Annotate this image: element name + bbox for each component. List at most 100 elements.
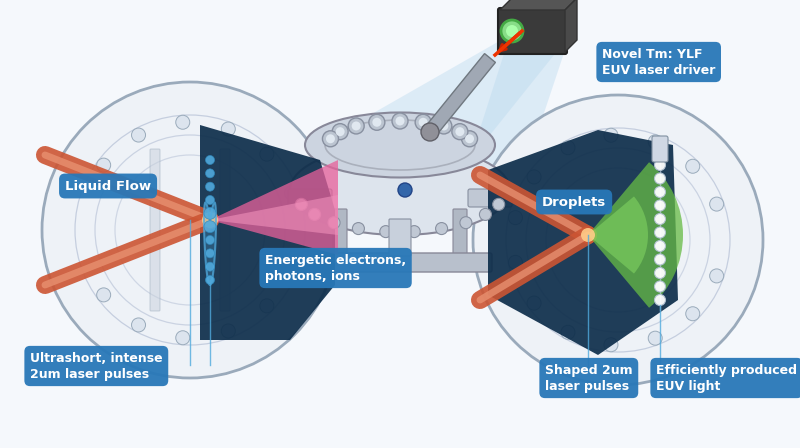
Circle shape — [352, 121, 361, 130]
Text: Energetic electrons,
photons, ions: Energetic electrons, photons, ions — [265, 254, 406, 283]
Circle shape — [372, 118, 382, 127]
Circle shape — [686, 307, 700, 321]
Circle shape — [527, 170, 541, 184]
Circle shape — [348, 118, 364, 134]
Circle shape — [439, 121, 448, 130]
FancyBboxPatch shape — [468, 189, 512, 207]
FancyBboxPatch shape — [498, 8, 567, 54]
Circle shape — [654, 294, 666, 306]
Circle shape — [392, 113, 408, 129]
Circle shape — [473, 95, 763, 385]
Polygon shape — [470, 35, 720, 355]
Circle shape — [206, 262, 214, 271]
Circle shape — [654, 159, 666, 171]
Circle shape — [353, 223, 365, 235]
Text: Ultrashort, intense
2um laser pulses: Ultrashort, intense 2um laser pulses — [30, 352, 162, 380]
Circle shape — [509, 255, 522, 269]
Polygon shape — [80, 35, 570, 350]
Wedge shape — [588, 196, 648, 274]
Circle shape — [295, 198, 307, 211]
Circle shape — [654, 267, 666, 279]
Circle shape — [509, 211, 522, 224]
Circle shape — [493, 198, 505, 211]
Circle shape — [206, 182, 214, 191]
Circle shape — [462, 131, 478, 147]
Circle shape — [97, 288, 110, 302]
FancyBboxPatch shape — [150, 149, 160, 311]
Circle shape — [506, 25, 518, 37]
FancyBboxPatch shape — [652, 136, 668, 162]
Circle shape — [654, 227, 666, 238]
Polygon shape — [488, 130, 678, 355]
Circle shape — [322, 131, 338, 147]
Circle shape — [710, 269, 724, 283]
Wedge shape — [588, 162, 683, 308]
FancyBboxPatch shape — [333, 209, 347, 266]
Circle shape — [260, 299, 274, 313]
Circle shape — [648, 331, 662, 345]
Circle shape — [222, 122, 235, 136]
Polygon shape — [565, 0, 577, 52]
Circle shape — [176, 331, 190, 345]
Circle shape — [222, 324, 235, 338]
Circle shape — [369, 114, 385, 130]
Circle shape — [206, 169, 214, 178]
Circle shape — [415, 114, 431, 130]
Circle shape — [131, 318, 146, 332]
Circle shape — [309, 208, 321, 220]
Ellipse shape — [290, 145, 510, 235]
Circle shape — [501, 20, 523, 42]
Circle shape — [654, 186, 666, 198]
Polygon shape — [210, 195, 338, 235]
Circle shape — [654, 173, 666, 184]
Circle shape — [604, 128, 618, 142]
Circle shape — [206, 236, 214, 245]
Bar — [425, 54, 495, 136]
Circle shape — [398, 183, 412, 197]
Circle shape — [654, 214, 666, 224]
Circle shape — [654, 200, 666, 211]
Circle shape — [710, 197, 724, 211]
Circle shape — [435, 223, 447, 235]
FancyBboxPatch shape — [288, 189, 332, 207]
Polygon shape — [210, 160, 338, 255]
Circle shape — [285, 186, 298, 200]
Circle shape — [460, 217, 472, 228]
Circle shape — [285, 260, 298, 274]
FancyBboxPatch shape — [453, 209, 467, 266]
Text: Liquid Flow: Liquid Flow — [65, 180, 151, 193]
Circle shape — [206, 276, 214, 284]
Polygon shape — [500, 0, 577, 10]
Circle shape — [206, 155, 214, 164]
Circle shape — [326, 134, 335, 143]
Circle shape — [561, 141, 575, 155]
Circle shape — [686, 159, 700, 173]
Circle shape — [204, 207, 216, 220]
Circle shape — [204, 221, 216, 233]
Polygon shape — [204, 202, 216, 285]
Circle shape — [336, 127, 345, 136]
Circle shape — [131, 128, 146, 142]
Circle shape — [176, 115, 190, 129]
Text: Droplets: Droplets — [542, 195, 606, 208]
Polygon shape — [200, 125, 335, 340]
Circle shape — [395, 116, 405, 125]
Circle shape — [527, 296, 541, 310]
Circle shape — [408, 226, 420, 237]
Circle shape — [436, 118, 452, 134]
Text: Shaped 2um
laser pulses: Shaped 2um laser pulses — [545, 363, 633, 392]
Circle shape — [648, 135, 662, 149]
FancyBboxPatch shape — [220, 149, 230, 311]
Circle shape — [421, 123, 439, 141]
Circle shape — [380, 226, 392, 237]
Circle shape — [206, 249, 214, 258]
Circle shape — [654, 254, 666, 265]
Circle shape — [260, 147, 274, 161]
Circle shape — [654, 241, 666, 251]
Circle shape — [332, 124, 348, 140]
Circle shape — [418, 118, 428, 127]
Circle shape — [561, 325, 575, 339]
Circle shape — [328, 217, 340, 228]
Circle shape — [581, 228, 595, 242]
FancyBboxPatch shape — [389, 219, 411, 256]
